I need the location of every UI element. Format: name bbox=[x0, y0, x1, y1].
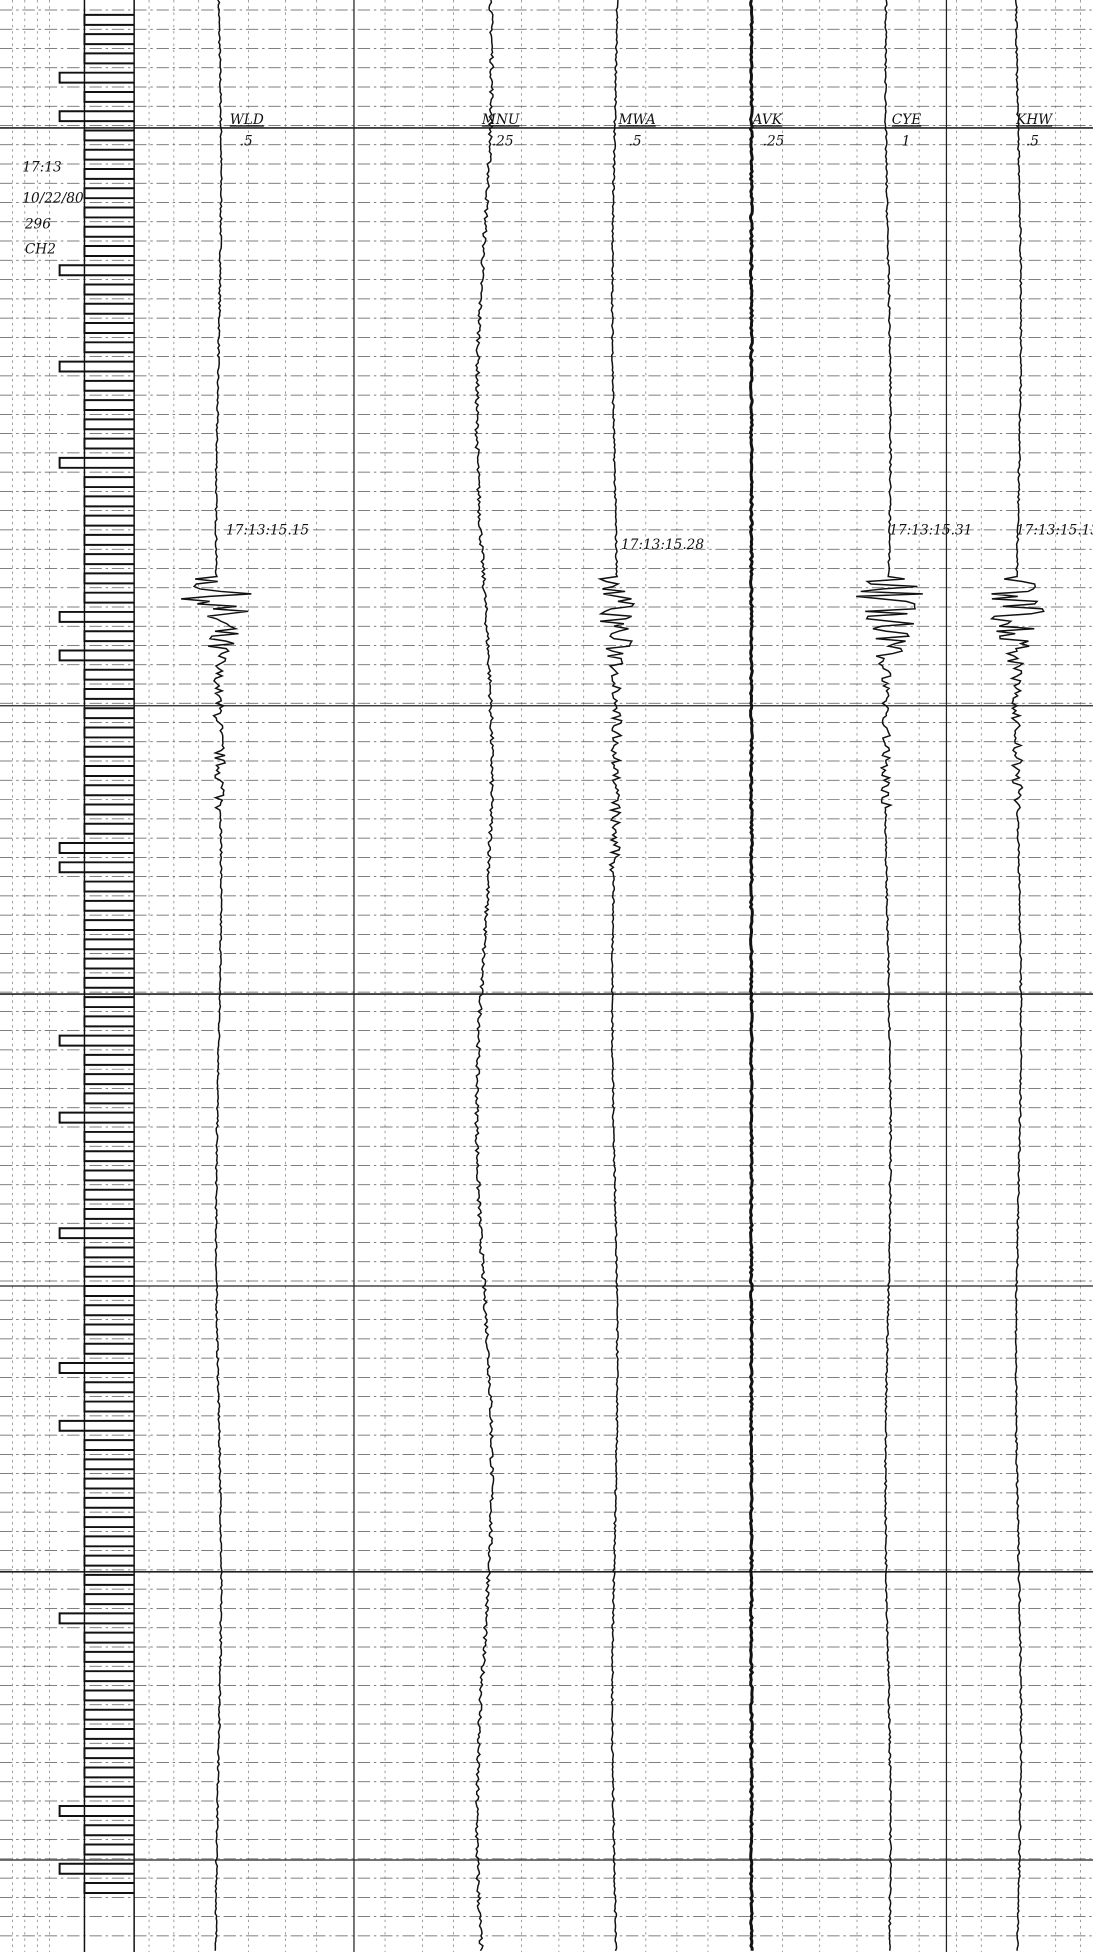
paper bbox=[0, 0, 1093, 1952]
trace bbox=[751, 0, 753, 1951]
record-channel: CH2 bbox=[25, 241, 56, 257]
record-day: 296 bbox=[24, 217, 51, 233]
station-gain: .5 bbox=[628, 133, 641, 149]
station-gain: 1 bbox=[902, 133, 911, 149]
station-name: KHW bbox=[1015, 112, 1053, 128]
station-name: WLD bbox=[230, 112, 264, 128]
record-date: 10/22/80 bbox=[22, 191, 84, 207]
arrival-time: 17:13:15.31 bbox=[889, 522, 972, 538]
arrival-time: 17:13:15.13 bbox=[1016, 522, 1093, 538]
station-name: CYE bbox=[892, 112, 921, 128]
station-gain: .5 bbox=[240, 133, 253, 149]
station-name: AVK bbox=[751, 112, 783, 128]
page: 17:13 10/22/80 296 CH2 WLD .5 17:13:15.15 M… bbox=[0, 0, 1093, 1952]
record-time: 17:13 bbox=[22, 159, 62, 175]
station-gain: .5 bbox=[1026, 133, 1039, 149]
arrival-time: 17:13:15.28 bbox=[621, 537, 704, 553]
station-name: MWA bbox=[618, 112, 656, 128]
station-name: MNU bbox=[481, 112, 520, 128]
station-gain: .25 bbox=[492, 133, 514, 149]
seismogram-record: 17:13 10/22/80 296 CH2 WLD .5 17:13:15.15 M… bbox=[0, 0, 1093, 1952]
station-gain: .25 bbox=[763, 133, 785, 149]
arrival-time: 17:13:15.15 bbox=[226, 522, 309, 538]
